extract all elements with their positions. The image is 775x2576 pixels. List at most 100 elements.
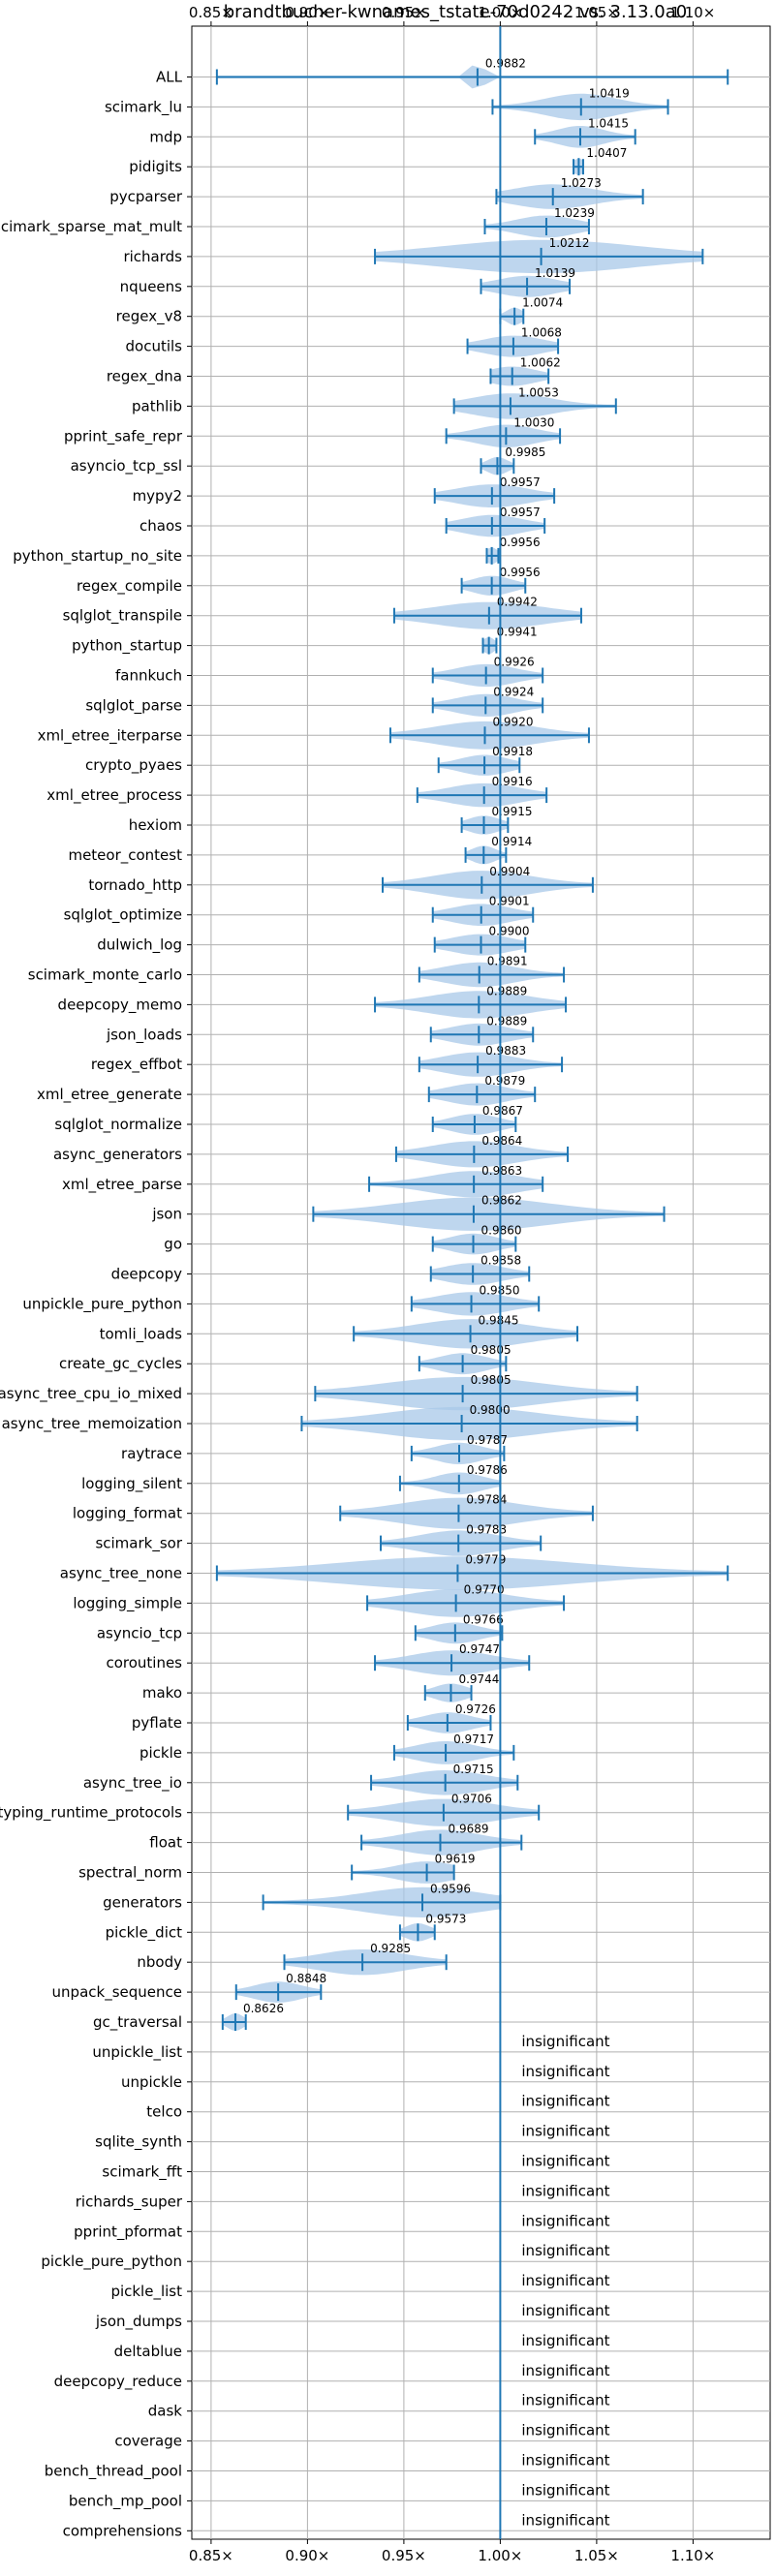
category-label: sqlglot_transpile [63, 607, 182, 626]
value-annotation: 1.0053 [518, 385, 559, 399]
insignificant-label: insignificant [521, 2511, 609, 2529]
insignificant-label: insignificant [521, 2212, 609, 2229]
x-tick-label-top: 1.05× [574, 4, 619, 21]
value-annotation: 1.0407 [586, 146, 627, 160]
category-label: json_dumps [95, 2313, 182, 2331]
category-label: logging_format [73, 1505, 182, 1523]
category-label: deepcopy [111, 1266, 182, 1283]
category-label: async_tree_cpu_io_mixed [0, 1385, 182, 1403]
insignificant-label: insignificant [521, 2302, 609, 2319]
category-label: xml_etree_parse [62, 1176, 182, 1194]
value-annotation: 0.9956 [500, 536, 541, 549]
x-tick-label-top: 1.00× [478, 4, 522, 21]
category-label: regex_dna [107, 368, 182, 386]
category-label: raytrace [121, 1445, 182, 1462]
value-annotation: 0.9285 [370, 1942, 411, 1955]
value-annotation: 0.9901 [489, 895, 530, 908]
value-annotation: 0.9573 [425, 1912, 466, 1925]
category-label: pidigits [129, 158, 182, 175]
category-label: tomli_loads [100, 1325, 183, 1343]
category-label: mypy2 [133, 487, 182, 505]
value-annotation: 0.9941 [497, 626, 538, 639]
category-label: comprehensions [63, 2522, 183, 2539]
category-label: python_startup_no_site [13, 547, 182, 566]
value-annotation: 1.0030 [513, 415, 554, 429]
value-annotation: 1.0273 [561, 176, 602, 190]
category-label: sqlglot_normalize [54, 1116, 182, 1134]
value-annotation: 0.9864 [481, 1134, 522, 1148]
value-annotation: 0.9920 [492, 715, 533, 728]
category-label: meteor_contest [68, 846, 182, 865]
value-annotation: 0.9766 [463, 1612, 504, 1626]
category-label: nbody [137, 1953, 182, 1971]
category-label: create_gc_cycles [59, 1355, 182, 1373]
category-label: float [149, 1834, 182, 1852]
x-tick-label-top: 0.90× [285, 4, 329, 21]
x-tick-label-bottom: 1.05× [574, 2547, 619, 2564]
category-label: scimark_lu [105, 98, 182, 116]
category-label: scimark_sor [95, 1535, 182, 1553]
category-label: scimark_monte_carlo [28, 966, 182, 985]
category-label: coverage [114, 2433, 182, 2450]
category-label: pycparser [109, 188, 183, 205]
value-annotation: 0.9891 [487, 955, 528, 968]
value-annotation: 0.9879 [484, 1074, 525, 1088]
category-label: async_tree_none [60, 1565, 182, 1583]
value-annotation: 0.9942 [497, 596, 538, 609]
category-label: typing_runtime_protocols [0, 1804, 182, 1823]
category-label: fannkuch [115, 667, 182, 685]
value-annotation: 0.9957 [500, 475, 541, 489]
category-label: json_loads [106, 1026, 182, 1044]
violin-layer [215, 65, 729, 2031]
x-tick-label-bottom: 1.10× [670, 2547, 715, 2564]
category-label: richards [123, 248, 182, 265]
value-annotation: 0.9596 [430, 1882, 471, 1895]
insignificant-label: insignificant [521, 2481, 609, 2499]
plot-frame [191, 25, 771, 2540]
value-annotation: 0.9744 [458, 1672, 499, 1686]
category-label: hexiom [129, 816, 182, 834]
category-label: regex_v8 [116, 308, 182, 326]
category-label: pickle [140, 1744, 182, 1762]
value-annotation: 0.9862 [481, 1194, 522, 1208]
value-annotation: 1.0419 [589, 86, 630, 100]
category-label: logging_silent [81, 1475, 182, 1493]
category-label: unpack_sequence [52, 1983, 182, 2002]
grid-layer [191, 25, 771, 2540]
value-annotation: 0.9770 [464, 1582, 505, 1596]
value-annotation: 0.9800 [470, 1403, 511, 1417]
category-label: nqueens [120, 278, 182, 295]
value-annotation: 0.9889 [486, 1014, 527, 1027]
category-label: spectral_norm [78, 1864, 182, 1883]
category-label: async_tree_io [83, 1774, 182, 1793]
category-label: json [151, 1206, 182, 1223]
value-annotation: 0.9915 [491, 805, 532, 818]
category-label: pickle_dict [106, 1923, 182, 1942]
insignificant-label: insignificant [521, 2392, 609, 2409]
category-label: sqlite_synth [95, 2133, 182, 2152]
value-annotation: 0.9784 [466, 1493, 507, 1507]
insignificant-label: insignificant [521, 2332, 609, 2349]
category-label: pyflate [132, 1714, 182, 1732]
category-label: coroutines [106, 1654, 182, 1671]
category-label: chaos [140, 517, 182, 535]
category-label: telco [146, 2103, 182, 2121]
insignificant-label: insignificant [521, 2153, 609, 2170]
value-annotation: 0.9883 [485, 1044, 526, 1058]
value-annotation: 0.9715 [453, 1763, 494, 1776]
category-label: deepcopy_memo [58, 996, 182, 1014]
category-label: crypto_pyaes [85, 756, 182, 775]
insignificant-label: insignificant [521, 2422, 609, 2439]
insignificant-label: insignificant [521, 2272, 609, 2289]
x-tick-layer: 0.85× 0.85× 0.90× 0.90× 0.95× 0.95× 1.00× 1.00×… [189, 4, 715, 2564]
category-label: logging_simple [73, 1594, 182, 1612]
x-tick-label-bottom: 0.85× [189, 2547, 233, 2564]
value-annotation: 0.9787 [467, 1433, 508, 1447]
category-label: python_startup [72, 637, 182, 656]
x-tick-label-top: 0.85× [189, 4, 233, 21]
category-label: deepcopy_reduce [54, 2373, 182, 2391]
value-annotation: 0.9726 [455, 1702, 496, 1716]
value-annotation: 0.9860 [481, 1224, 522, 1238]
category-label: scimark_sparse_mat_mult [0, 218, 182, 236]
